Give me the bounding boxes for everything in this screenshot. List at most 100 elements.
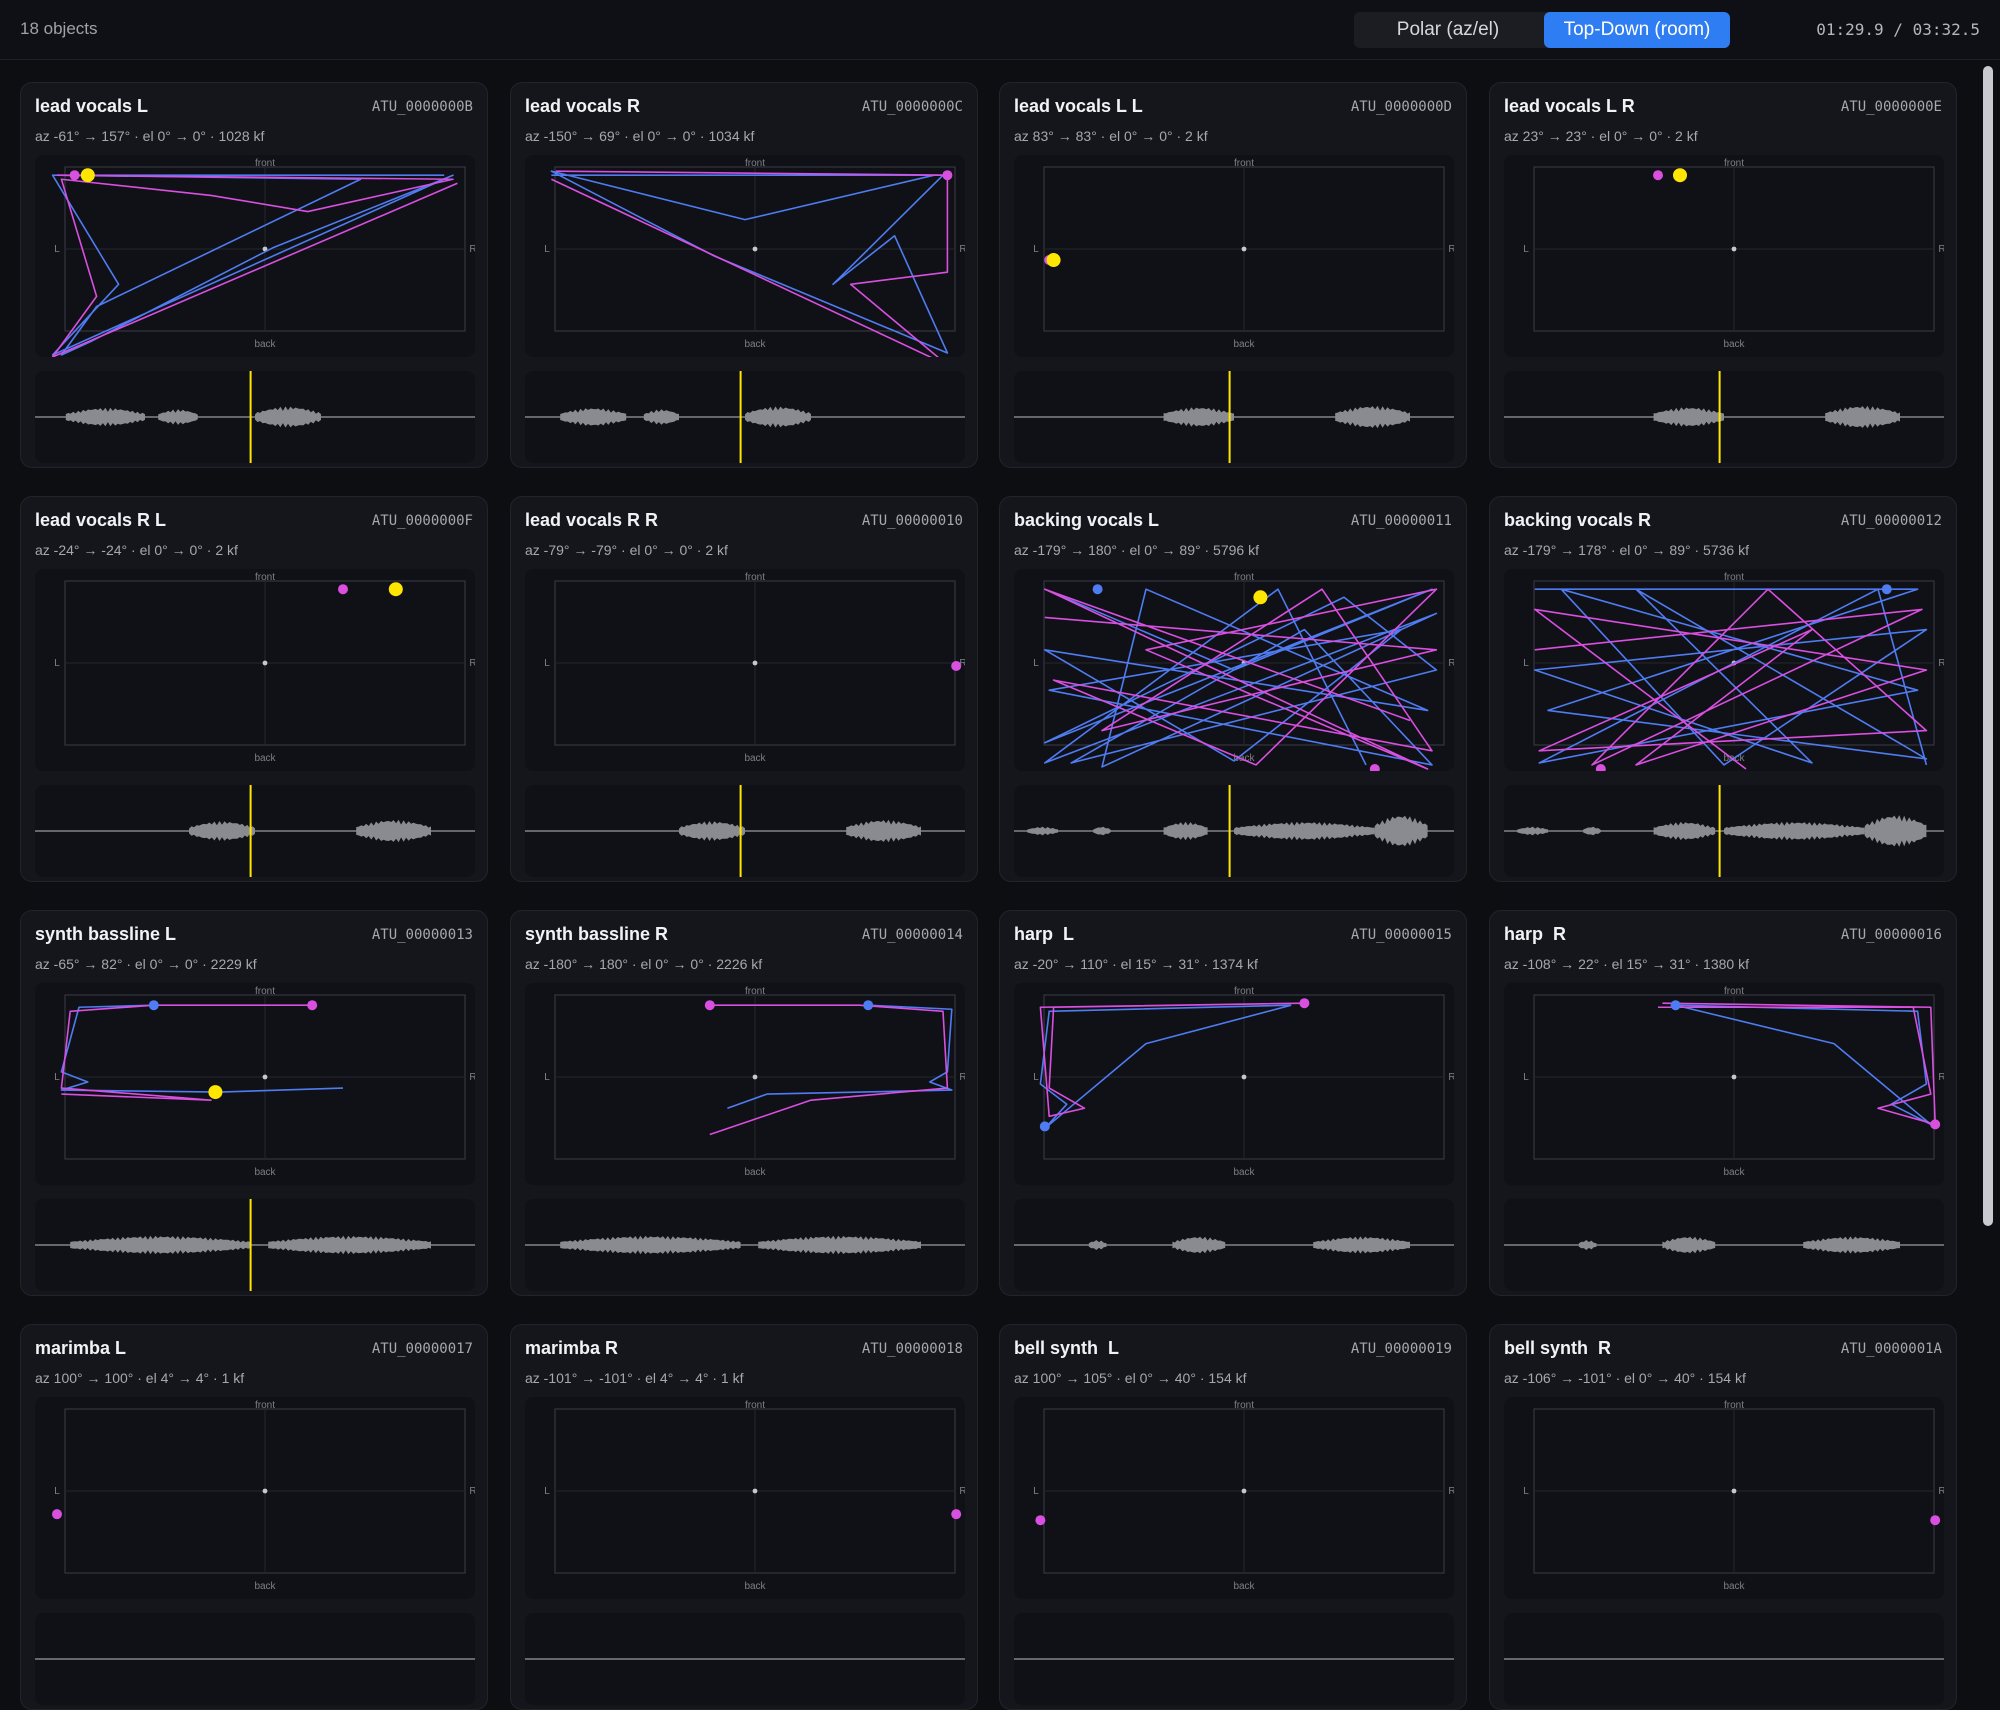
position-marker <box>208 1085 223 1100</box>
waveform-svg <box>35 371 475 463</box>
position-marker <box>338 584 348 595</box>
object-id: ATU_00000012 <box>1840 513 1942 529</box>
right-label: R <box>1938 1486 1944 1497</box>
object-card[interactable]: bell synth R ATU_0000001A az -106° → -101°… <box>1489 1324 1957 1710</box>
front-label: front <box>255 986 275 997</box>
object-card[interactable]: lead vocals R ATU_0000000C az -150° → 69° … <box>510 82 978 468</box>
position-marker <box>863 1000 874 1011</box>
top-down-view-button[interactable]: Top-Down (room) <box>1544 12 1730 48</box>
back-label: back <box>1723 1581 1745 1592</box>
object-card[interactable]: harp R ATU_00000016 az -108° → 22° · el 15… <box>1489 910 1957 1296</box>
object-card[interactable]: lead vocals R L ATU_0000000F az -24° → -24… <box>20 496 488 882</box>
room-plot: front back L R <box>525 983 965 1185</box>
waveform-view[interactable] <box>525 785 965 877</box>
waveform-svg <box>525 1658 965 1660</box>
waveform-svg <box>1504 1236 1944 1254</box>
object-automation-info: az -65° → 82° · el 0° → 0° · 2229 kf <box>35 956 257 972</box>
front-label: front <box>1724 1400 1744 1411</box>
trajectory-path-b <box>1533 588 1928 770</box>
listener-dot <box>752 1488 758 1494</box>
scrollbar-thumb[interactable] <box>1983 66 1993 1226</box>
waveform-view[interactable] <box>35 785 475 877</box>
back-label: back <box>744 1581 766 1592</box>
waveform-svg <box>1014 1658 1454 1660</box>
object-card[interactable]: lead vocals L ATU_0000000B az -61° → 157° … <box>20 82 488 468</box>
position-marker <box>1035 1515 1046 1526</box>
waveform-svg <box>1014 371 1454 463</box>
back-label: back <box>254 1167 276 1178</box>
object-name: lead vocals R R <box>525 510 659 530</box>
object-card[interactable]: synth bassline L ATU_00000013 az -65° → 82… <box>20 910 488 1296</box>
waveform-view[interactable] <box>1504 1199 1944 1291</box>
left-label: L <box>54 1072 60 1083</box>
object-name: marimba L <box>35 1338 127 1358</box>
object-automation-info: az -101° → -101° · el 4° → 4° · 1 kf <box>525 1370 744 1386</box>
waveform-view[interactable] <box>35 1613 475 1705</box>
object-name: synth bassline R <box>525 924 669 944</box>
object-card[interactable]: marimba L ATU_00000017 az 100° → 100° · el… <box>20 1324 488 1710</box>
waveform-svg <box>1504 371 1944 463</box>
object-card[interactable]: backing vocals R ATU_00000012 az -179° → 1… <box>1489 496 1957 882</box>
object-card[interactable]: bell synth L ATU_00000019 az 100° → 105° ·… <box>999 1324 1467 1710</box>
object-name: harp R <box>1504 924 1567 944</box>
waveform-segment <box>189 821 255 841</box>
room-plot: front back L R <box>35 983 475 1185</box>
listener-dot <box>1731 1488 1737 1494</box>
object-card[interactable]: lead vocals L R ATU_0000000E az 23° → 23° … <box>1489 82 1957 468</box>
position-marker <box>1673 168 1687 183</box>
position-marker <box>951 1509 962 1520</box>
polar-view-button[interactable]: Polar (az/el) <box>1396 19 1500 40</box>
trajectory-path-b <box>1658 1002 1937 1126</box>
room-plot-svg: front back L R <box>1523 986 1944 1178</box>
object-id: ATU_00000015 <box>1350 927 1452 943</box>
waveform-segment <box>1653 407 1724 427</box>
waveform-view[interactable] <box>1504 1613 1944 1705</box>
object-card[interactable]: synth bassline R ATU_00000014 az -180° → 1… <box>510 910 978 1296</box>
waveform-view[interactable] <box>525 1199 965 1291</box>
front-label: front <box>1724 158 1744 169</box>
scrollbar[interactable] <box>1980 62 1994 1612</box>
left-label: L <box>1523 244 1529 255</box>
waveform-view[interactable] <box>1504 371 1944 463</box>
front-label: front <box>255 572 275 583</box>
object-automation-info: az -24° → -24° · el 0° → 0° · 2 kf <box>35 542 238 558</box>
waveform-view[interactable] <box>525 371 965 463</box>
object-automation-info: az -179° → 180° · el 0° → 89° · 5796 kf <box>1014 542 1259 558</box>
waveform-view[interactable] <box>1014 371 1454 463</box>
room-plot: front back L R <box>1504 569 1944 771</box>
left-label: L <box>1033 1486 1039 1497</box>
object-card[interactable]: harp L ATU_00000015 az -20° → 110° · el 15… <box>999 910 1467 1296</box>
waveform-segment <box>1027 826 1058 836</box>
listener-dot <box>262 1074 268 1080</box>
object-name: lead vocals R <box>525 96 641 116</box>
waveform-view[interactable] <box>1014 1199 1454 1291</box>
position-marker <box>307 1000 318 1011</box>
trajectory-path-b <box>51 174 458 357</box>
room-plot-svg: front back L R <box>54 986 475 1178</box>
position-marker <box>1930 1515 1941 1526</box>
waveform-segment <box>1093 826 1111 836</box>
object-count: 18 objects <box>20 19 98 38</box>
object-automation-info: az -108° → 22° · el 15° → 31° · 1380 kf <box>1504 956 1749 972</box>
position-marker <box>704 1000 715 1011</box>
object-automation-info: az 83° → 83° · el 0° → 0° · 2 kf <box>1014 128 1208 144</box>
right-label: R <box>959 1072 965 1083</box>
waveform-view[interactable] <box>1014 785 1454 877</box>
listener-dot <box>1241 246 1247 252</box>
waveform-segment <box>560 1235 741 1255</box>
object-card[interactable]: lead vocals R R ATU_00000010 az -79° → -79… <box>510 496 978 882</box>
object-name: lead vocals L R <box>1504 96 1635 116</box>
object-card[interactable]: backing vocals L ATU_00000011 az -179° → 1… <box>999 496 1467 882</box>
object-card[interactable]: marimba R ATU_00000018 az -101° → -101° · … <box>510 1324 978 1710</box>
back-label: back <box>1723 1167 1745 1178</box>
right-label: R <box>469 1486 475 1497</box>
object-card[interactable]: lead vocals L L ATU_0000000D az 83° → 83° … <box>999 82 1467 468</box>
waveform-view[interactable] <box>1014 1613 1454 1705</box>
waveform-view[interactable] <box>1504 785 1944 877</box>
waveform-view[interactable] <box>35 1199 475 1291</box>
position-marker <box>1881 584 1892 595</box>
waveform-view[interactable] <box>35 371 475 463</box>
trajectory-path-a <box>51 174 454 356</box>
waveform-view[interactable] <box>525 1613 965 1705</box>
right-label: R <box>959 1486 965 1497</box>
